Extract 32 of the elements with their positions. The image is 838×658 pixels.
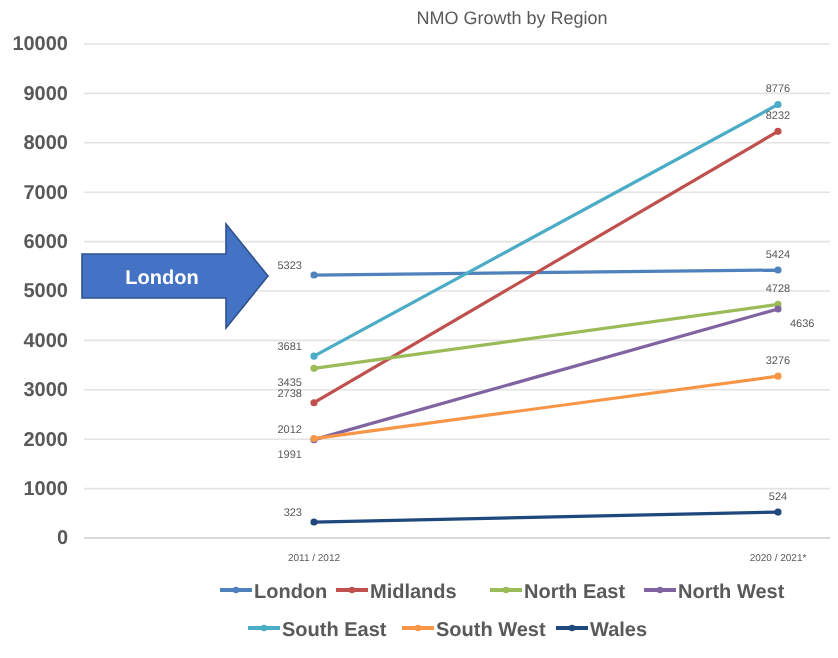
y-tick-label: 3000 [23, 380, 69, 403]
y-tick-label: 8000 [23, 133, 69, 156]
point [774, 100, 782, 109]
point [310, 364, 318, 372]
point [310, 518, 318, 526]
y-tick-label: 6000 [23, 232, 69, 254]
legend-label: Wales [590, 620, 648, 642]
chart-title: NMO Growth by Region [416, 8, 608, 28]
y-tick-label: 7000 [23, 182, 69, 205]
y-tick-label: 0 [56, 528, 69, 551]
y-tick-label: 10000 [12, 34, 69, 57]
point [774, 127, 782, 135]
y-tick-label: 5000 [23, 281, 69, 304]
y-tick-label: 9000 [23, 83, 69, 106]
legend-label: North East [524, 582, 627, 604]
annotation: London [125, 268, 199, 290]
point [310, 352, 318, 360]
point [310, 271, 318, 279]
legend-label: Midlands [370, 582, 458, 604]
arrow-callout: London [81, 221, 270, 331]
point [774, 508, 782, 516]
y-tick-label: 4000 [23, 330, 69, 353]
y-tick-label: 1000 [23, 479, 69, 501]
legend-label: North West [678, 582, 786, 604]
legend-label: London [254, 582, 328, 604]
point [774, 372, 782, 380]
legend-label: South West [436, 620, 547, 642]
point [310, 399, 318, 407]
point [774, 266, 782, 274]
point [774, 305, 782, 313]
y-tick-label: 2000 [23, 429, 69, 452]
legend-label: South East [282, 620, 388, 642]
